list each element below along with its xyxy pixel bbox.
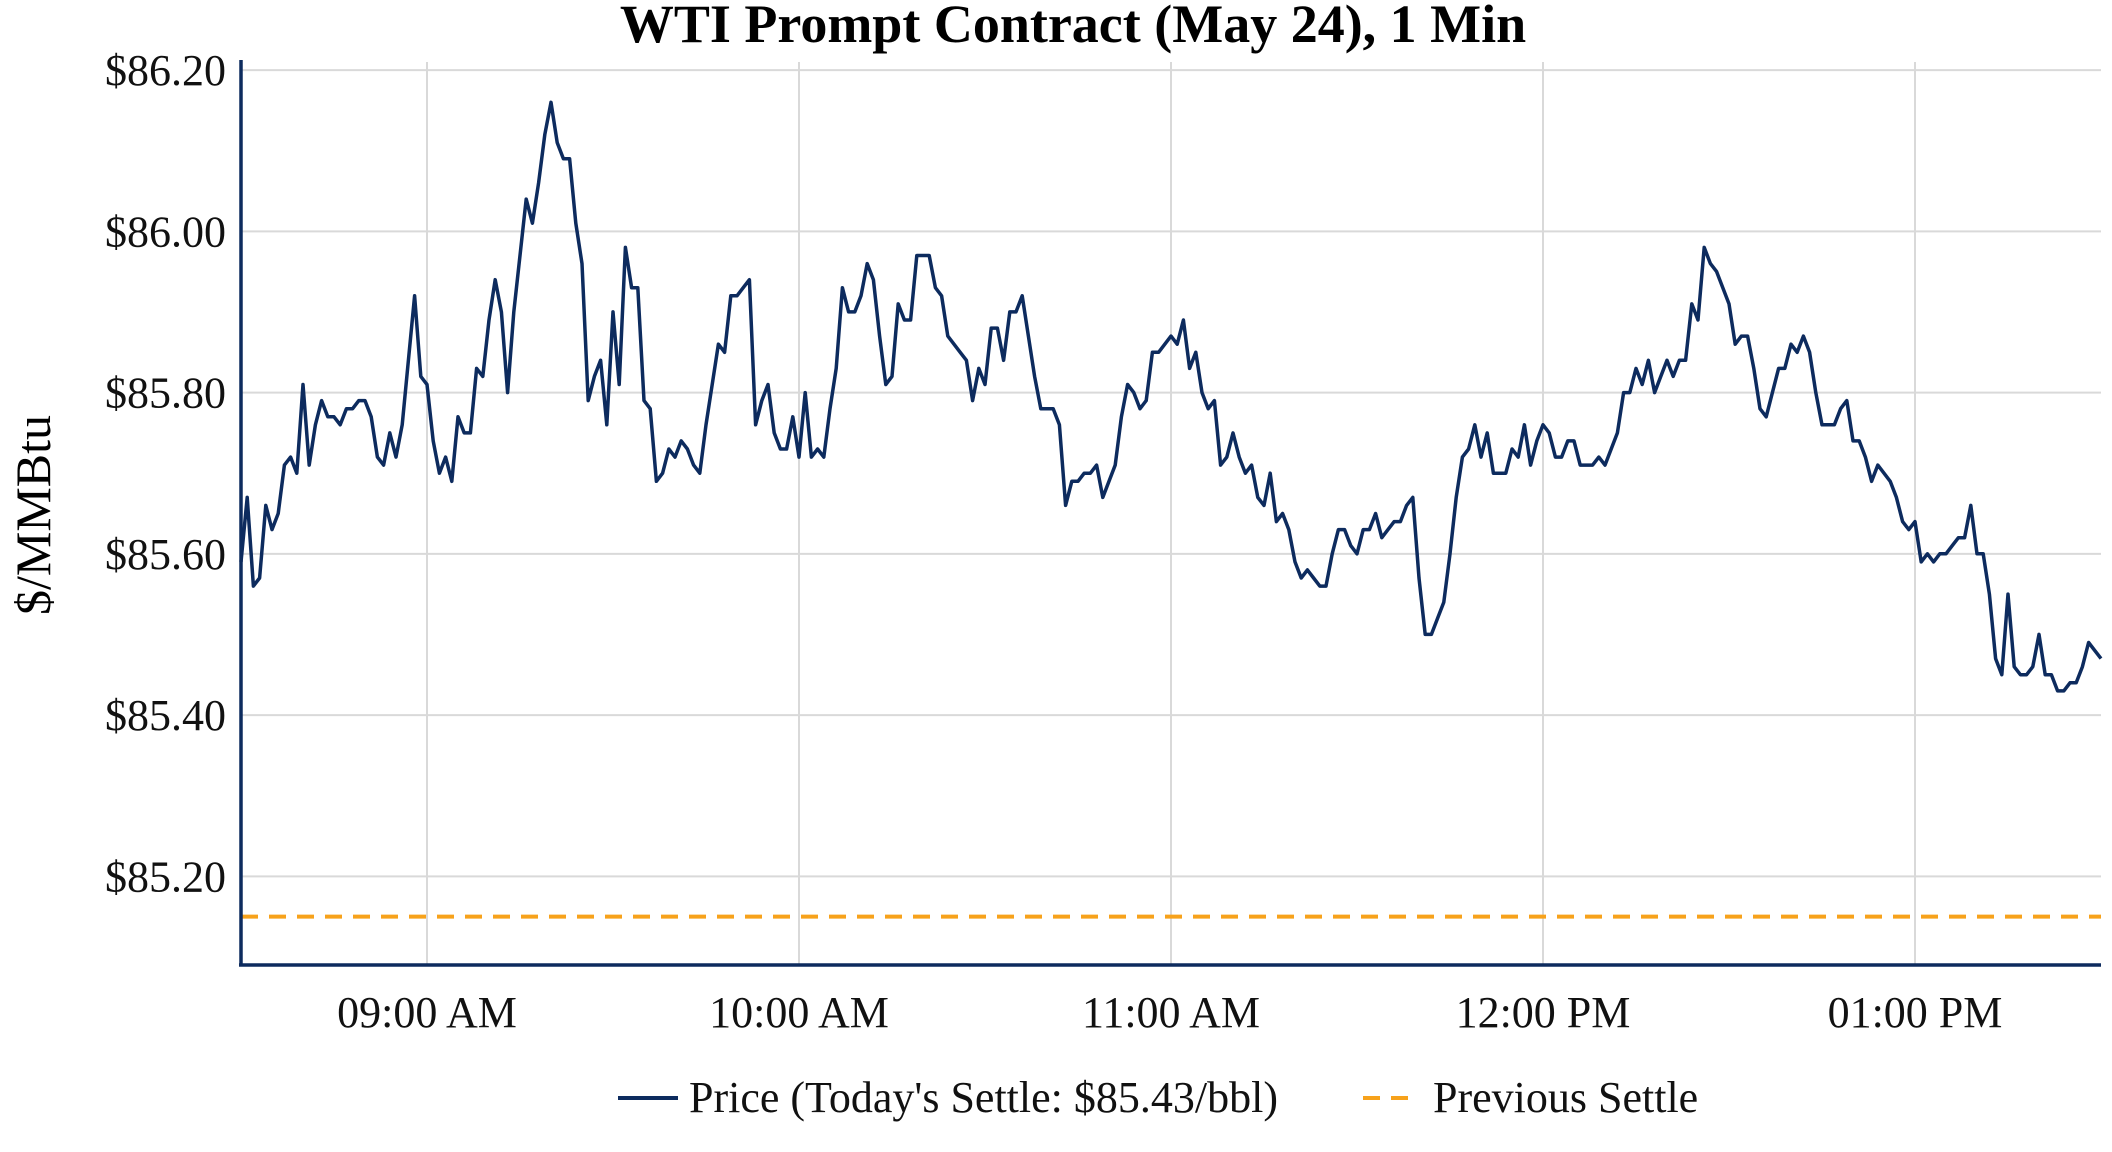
x-tick-label: 12:00 PM — [1456, 988, 1631, 1037]
y-tick-label: $85.20 — [105, 852, 226, 901]
x-tick-label: 10:00 AM — [709, 988, 889, 1037]
series — [239, 100, 2103, 919]
y-tick-label: $85.80 — [105, 369, 226, 418]
gridlines — [241, 62, 2101, 965]
price-line — [239, 100, 2103, 693]
legend-price-label: Price (Today's Settle: $85.43/bbl) — [689, 1073, 1278, 1122]
y-tick-label: $86.00 — [105, 207, 226, 256]
y-tick-label: $85.40 — [105, 691, 226, 740]
x-tick-labels: 09:00 AM 10:00 AM 11:00 AM 12:00 PM 01:00 PM — [337, 988, 2002, 1037]
x-tick-label: 01:00 PM — [1828, 988, 2003, 1037]
chart-title: WTI Prompt Contract (May 24), 1 Min — [620, 0, 1526, 54]
x-tick-label: 09:00 AM — [337, 988, 517, 1037]
y-tick-labels: $85.20 $85.40 $85.60 $85.80 $86.00 $86.20 — [105, 46, 226, 901]
x-tick-label: 11:00 AM — [1082, 988, 1260, 1037]
y-axis-label: $/MMBtu — [5, 415, 61, 615]
y-tick-label: $85.60 — [105, 530, 226, 579]
legend-previous-settle-label: Previous Settle — [1433, 1073, 1698, 1122]
legend: Price (Today's Settle: $85.43/bbl) Previ… — [618, 1073, 1698, 1122]
y-tick-label: $86.20 — [105, 46, 226, 95]
